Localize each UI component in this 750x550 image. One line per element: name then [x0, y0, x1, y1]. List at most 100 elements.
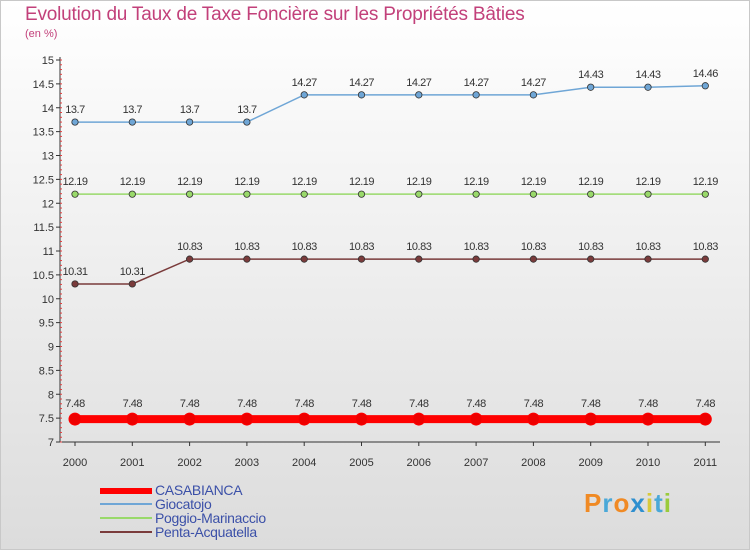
data-point [128, 280, 136, 288]
logo-letter: i [663, 488, 672, 518]
data-point [357, 91, 366, 99]
data-label: 14.27 [349, 77, 374, 89]
data-label: 12.19 [635, 176, 660, 188]
y-tick-label: 12.5 [33, 174, 54, 186]
y-tick-label: 15 [42, 55, 54, 67]
data-label: 12.19 [349, 176, 374, 188]
data-point [529, 190, 538, 198]
data-point [415, 255, 423, 263]
x-tick-label: 2011 [693, 457, 717, 469]
data-label: 13.7 [237, 104, 257, 116]
x-tick-label: 2008 [521, 457, 545, 469]
y-tick-label: 14.5 [33, 79, 54, 91]
data-label: 10.83 [234, 241, 259, 253]
data-point [587, 255, 595, 263]
data-label: 12.19 [120, 176, 145, 188]
legend-swatch [100, 503, 152, 505]
logo-letter: i [645, 488, 655, 518]
legend-label: Giocatojo [155, 496, 212, 512]
data-point [415, 91, 423, 99]
data-point [300, 190, 308, 198]
data-label: 10.83 [292, 241, 317, 253]
data-label: 12.19 [177, 176, 202, 188]
data-label: 12.19 [578, 176, 603, 188]
data-point [128, 118, 136, 126]
data-point [128, 190, 136, 198]
data-point [644, 190, 652, 198]
data-label: 14.43 [578, 69, 603, 81]
data-label: 7.48 [352, 398, 372, 410]
data-point [584, 412, 598, 426]
data-label: 7.48 [524, 398, 544, 410]
data-label: 12.19 [292, 176, 317, 188]
y-tick-label: 14 [42, 103, 54, 115]
data-point [357, 255, 366, 263]
data-label: 7.48 [294, 398, 314, 410]
data-point [526, 412, 540, 426]
y-tick-label: 8.5 [39, 365, 54, 377]
data-label: 13.7 [123, 104, 143, 116]
data-point [472, 91, 480, 99]
data-label: 12.19 [464, 176, 489, 188]
x-tick-label: 2007 [464, 457, 488, 469]
data-label: 7.48 [180, 398, 200, 410]
data-label: 7.48 [409, 398, 429, 410]
data-point [240, 412, 254, 426]
data-point [243, 118, 251, 126]
data-label: 14.46 [693, 68, 718, 80]
data-label: 10.31 [120, 266, 145, 278]
data-point [357, 190, 366, 198]
data-point [186, 255, 194, 263]
legend-label: Poggio-Marinaccio [155, 510, 266, 526]
y-tick-label: 12 [42, 198, 54, 210]
data-point [472, 190, 480, 198]
data-label: 14.27 [292, 77, 317, 89]
data-label: 10.83 [464, 241, 489, 253]
data-point [644, 83, 652, 91]
data-point [415, 190, 423, 198]
data-point [641, 412, 655, 426]
x-tick-label: 2009 [578, 457, 602, 469]
chart-title: Evolution du Taux de Taxe Foncière sur l… [25, 4, 525, 25]
legend-swatch [100, 531, 152, 533]
logo-letter: x [630, 488, 646, 518]
data-label: 12.19 [234, 176, 259, 188]
data-label: 12.19 [62, 176, 87, 188]
data-label: 12.19 [406, 176, 431, 188]
x-tick-label: 2004 [292, 457, 316, 469]
data-point [698, 412, 712, 426]
legend-label: Penta-Acquatella [155, 524, 257, 540]
data-label: 14.27 [464, 77, 489, 89]
x-tick-label: 2001 [120, 457, 144, 469]
data-point [186, 190, 194, 198]
x-tick-label: 2000 [63, 457, 87, 469]
data-label: 7.48 [237, 398, 257, 410]
data-point [587, 190, 595, 198]
y-tick-label: 8 [48, 389, 54, 401]
data-label: 13.7 [65, 104, 85, 116]
y-tick-label: 9.5 [39, 318, 54, 330]
logo-letter: o [613, 488, 631, 518]
data-label: 10.83 [406, 241, 431, 253]
data-label: 10.83 [693, 241, 718, 253]
y-tick-label: 11 [43, 246, 54, 258]
data-point [701, 190, 709, 198]
x-tick-label: 2002 [177, 457, 201, 469]
data-point [71, 280, 79, 288]
data-label: 14.43 [635, 69, 660, 81]
y-tick-label: 11.5 [33, 222, 54, 234]
data-point [300, 255, 308, 263]
x-tick-label: 2003 [235, 457, 259, 469]
data-point [644, 255, 652, 263]
data-label: 12.19 [693, 176, 718, 188]
data-point [472, 255, 480, 263]
data-point [701, 255, 709, 263]
data-label: 7.48 [696, 398, 716, 410]
y-tick-label: 7.5 [39, 413, 54, 425]
logo-letter: t [654, 488, 664, 518]
y-tick-label: 10.5 [33, 270, 54, 282]
legend-swatch [100, 517, 152, 519]
data-point [355, 412, 368, 426]
